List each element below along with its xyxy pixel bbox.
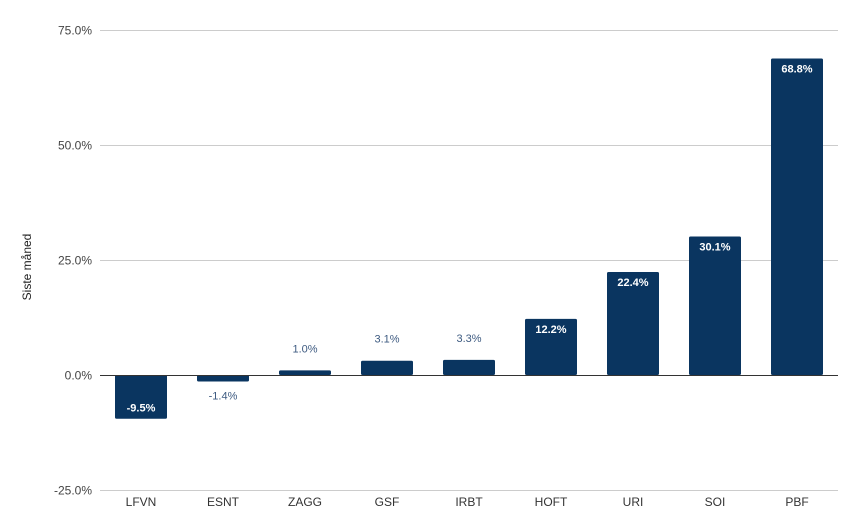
bar-layer (100, 58, 838, 419)
bar (771, 58, 823, 376)
x-category-label: ESNT (207, 495, 240, 509)
y-tick-label: 25.0% (58, 254, 92, 268)
x-category-label: URI (623, 495, 644, 509)
x-category-label: ZAGG (288, 495, 322, 509)
data-label: 3.1% (374, 334, 399, 346)
bar (197, 375, 249, 382)
y-tick-label: 0.0% (65, 369, 93, 383)
y-tick-label: -25.0% (54, 484, 92, 498)
y-axis-title: Siste måned (20, 234, 34, 301)
x-category-label: SOI (705, 495, 726, 509)
bar (443, 359, 495, 375)
x-category-label: PBF (785, 495, 808, 509)
x-category-label: HOFT (535, 495, 568, 509)
x-category-label: IRBT (455, 495, 483, 509)
bar (361, 360, 413, 375)
data-label: -9.5% (127, 403, 156, 415)
bar (689, 236, 741, 375)
data-label: 1.0% (292, 343, 317, 355)
x-category-label: LFVN (126, 495, 157, 509)
data-label: 30.1% (699, 242, 730, 254)
data-label: 3.3% (456, 333, 481, 345)
label-layer: -25.0% 0.0% 25.0% 50.0% 75.0% -9.5% LFVN -1.4% E… (54, 24, 813, 510)
y-tick-label: 75.0% (58, 24, 92, 38)
bar (525, 318, 577, 375)
data-label: 22.4% (617, 277, 648, 289)
data-label: 12.2% (535, 324, 566, 336)
x-category-label: GSF (375, 495, 400, 509)
data-label: -1.4% (209, 390, 238, 402)
bar (607, 271, 659, 375)
y-tick-label: 50.0% (58, 139, 92, 153)
data-label: 68.8% (781, 64, 812, 76)
bar (279, 370, 331, 375)
bar (115, 375, 167, 419)
